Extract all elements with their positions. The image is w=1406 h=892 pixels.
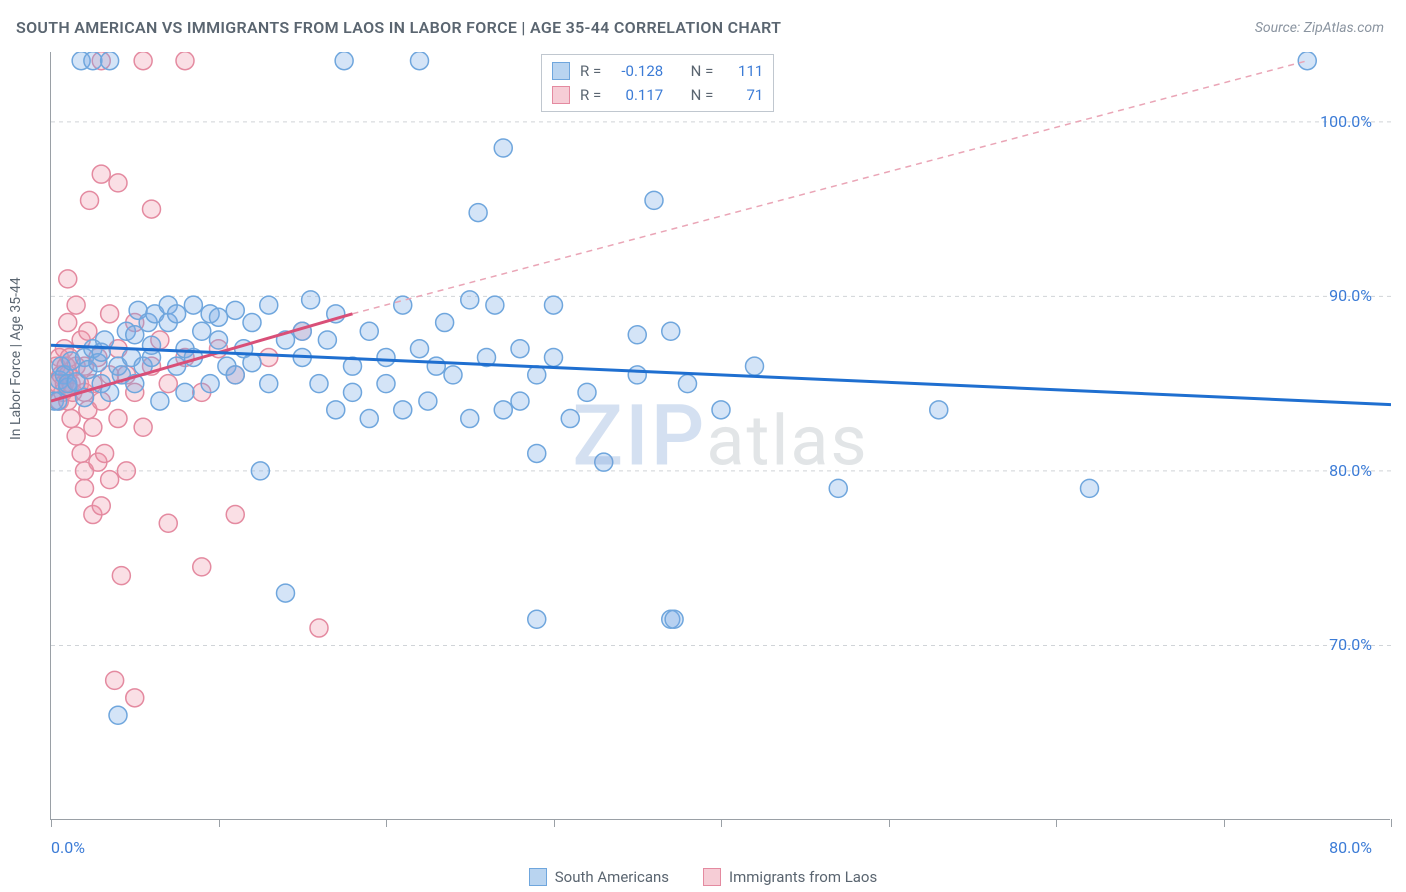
- y-tick-label: 70.0%: [1329, 635, 1372, 654]
- y-axis-label: In Labor Force | Age 35-44: [8, 277, 24, 440]
- plot-area: ZIPatlas R =-0.128 N =111 R =0.117 N =71…: [50, 52, 1390, 820]
- n-value: 111: [723, 59, 763, 83]
- legend-swatch: [703, 868, 721, 886]
- legend-swatch: [552, 62, 570, 80]
- legend-item: Immigrants from Laos: [703, 868, 877, 886]
- r-value: -0.128: [611, 59, 663, 83]
- scatter-svg: [51, 52, 1391, 820]
- n-value: 71: [723, 83, 763, 107]
- legend-item: South Americans: [529, 868, 669, 886]
- legend-swatch: [552, 86, 570, 104]
- x-tick-label: 80.0%: [1329, 838, 1372, 857]
- stats-row: R = 0.117 N = 71: [552, 83, 763, 107]
- stats-legend: R = -0.128 N = 111 R = 0.117 N = 71: [541, 54, 774, 112]
- r-value: 0.117: [611, 83, 663, 107]
- x-tick-label: 0.0%: [51, 838, 85, 857]
- series-legend: South Americans Immigrants from Laos: [0, 868, 1406, 886]
- n-label: N =: [691, 59, 714, 83]
- legend-swatch: [529, 868, 547, 886]
- source-label: Source: ZipAtlas.com: [1255, 20, 1384, 36]
- n-label: N =: [691, 83, 714, 107]
- y-tick-label: 80.0%: [1329, 461, 1372, 480]
- r-label: R =: [580, 59, 601, 83]
- y-tick-label: 100.0%: [1320, 112, 1372, 131]
- stats-row: R = -0.128 N = 111: [552, 59, 763, 83]
- chart-title: SOUTH AMERICAN VS IMMIGRANTS FROM LAOS I…: [16, 18, 781, 37]
- y-tick-label: 90.0%: [1329, 286, 1372, 305]
- legend-label: Immigrants from Laos: [729, 868, 877, 886]
- legend-label: South Americans: [555, 868, 669, 886]
- r-label: R =: [580, 83, 601, 107]
- correlation-chart: SOUTH AMERICAN VS IMMIGRANTS FROM LAOS I…: [0, 0, 1406, 892]
